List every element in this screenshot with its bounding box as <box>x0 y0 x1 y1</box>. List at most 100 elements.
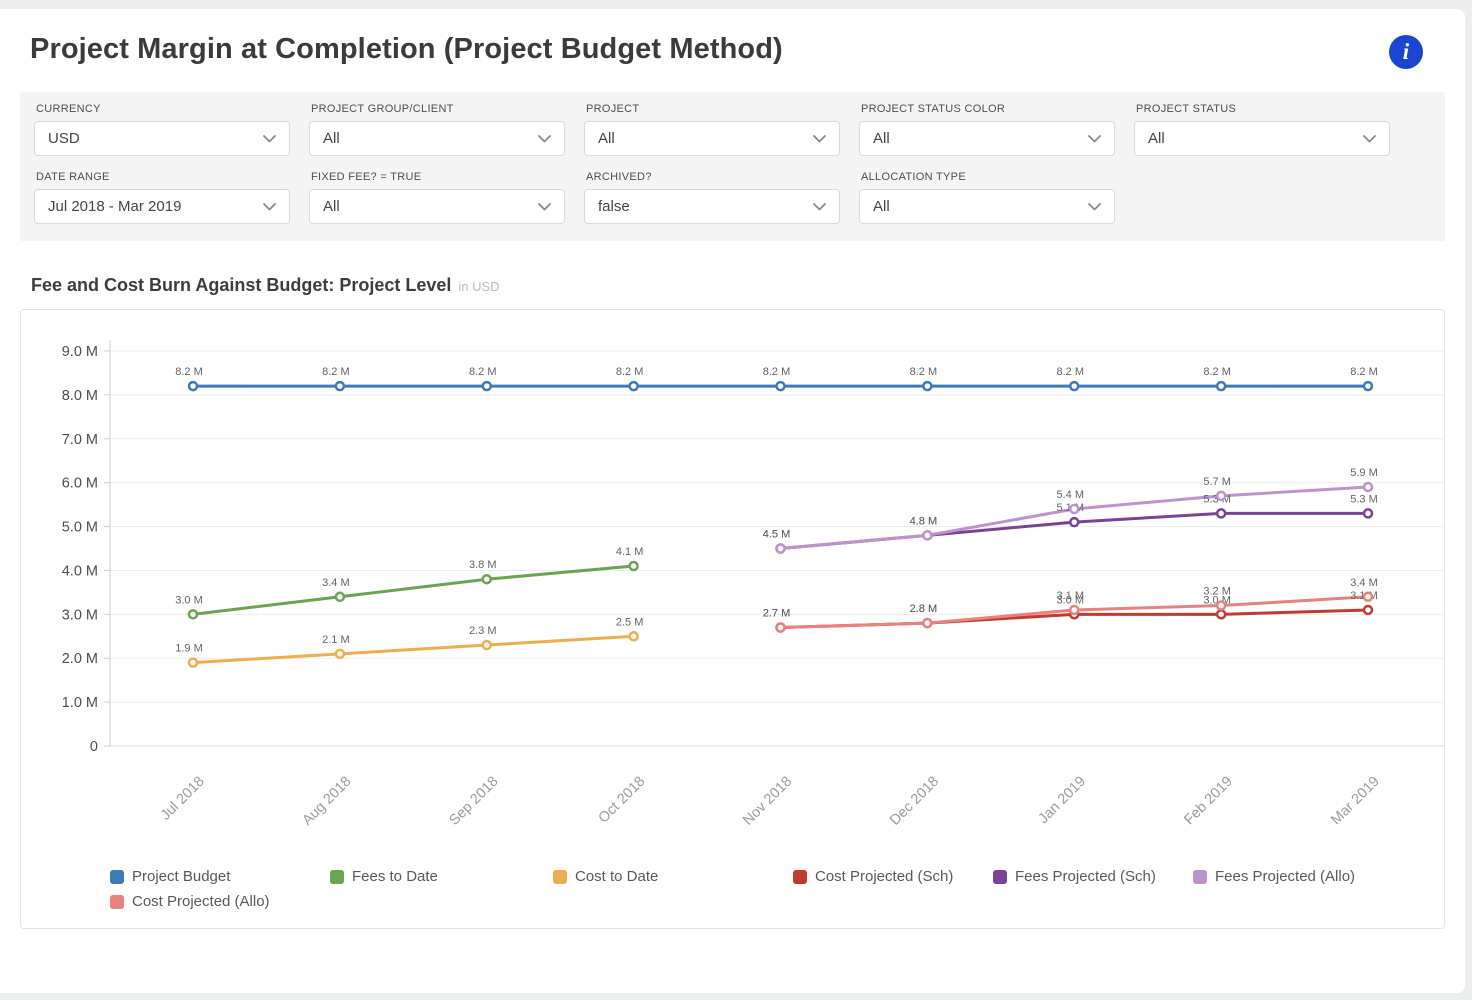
data-point[interactable] <box>334 591 346 603</box>
legend-item-project-budget[interactable]: Project Budget <box>110 868 330 885</box>
data-point[interactable] <box>922 380 933 392</box>
chevron-down-icon <box>813 134 826 142</box>
series-line <box>191 564 636 616</box>
svg-text:4.5 M: 4.5 M <box>763 529 791 541</box>
header: Project Margin at Completion (Project Bu… <box>0 9 1465 69</box>
data-point[interactable] <box>1362 380 1374 392</box>
info-icon[interactable]: i <box>1389 35 1423 69</box>
info-glyph: i <box>1402 38 1410 64</box>
project-select[interactable]: All <box>584 121 840 156</box>
data-point[interactable] <box>1069 516 1080 528</box>
filter-label: ARCHIVED? <box>586 171 652 183</box>
data-point[interactable] <box>1069 604 1080 616</box>
svg-text:8.2 M: 8.2 M <box>322 366 350 378</box>
filter-panel: CURRENCY USD PROJECT GROUP/CLIENT All PR… <box>20 92 1445 241</box>
svg-text:3.0 M: 3.0 M <box>175 594 203 606</box>
data-point[interactable] <box>481 380 492 392</box>
data-point[interactable] <box>1362 604 1374 616</box>
x-axis-label: Aug 2018 <box>299 774 354 829</box>
svg-text:3.1 M: 3.1 M <box>1056 590 1084 602</box>
chevron-down-icon <box>1088 202 1101 210</box>
svg-text:4.8 M: 4.8 M <box>910 515 938 527</box>
svg-text:4.5 M: 4.5 M <box>763 529 791 541</box>
data-point[interactable] <box>1362 591 1374 603</box>
data-point[interactable] <box>334 648 346 660</box>
chevron-down-icon <box>263 202 276 210</box>
chart-canvas[interactable]: 0 1.0 M 2.0 M 3.0 M 4.0 M 5.0 M 6.0 M 7.0 M 8.0 … <box>21 310 1451 842</box>
svg-text:7.0 M: 7.0 M <box>62 432 98 448</box>
select-value: false <box>598 198 630 215</box>
svg-text:5.4 M: 5.4 M <box>1056 489 1084 501</box>
svg-text:5.0 M: 5.0 M <box>62 520 98 536</box>
currency-select[interactable]: USD <box>34 121 290 156</box>
fixed-fee-select[interactable]: All <box>309 189 565 224</box>
data-point[interactable] <box>1215 380 1227 392</box>
data-point[interactable] <box>775 622 786 633</box>
x-axis-label: Sep 2018 <box>446 774 501 829</box>
data-point[interactable] <box>1362 508 1374 519</box>
data-point[interactable] <box>1362 481 1374 493</box>
data-point[interactable] <box>334 380 346 392</box>
data-point[interactable] <box>187 657 199 668</box>
project-status-color-select[interactable]: All <box>859 121 1115 156</box>
legend-swatch <box>993 869 1007 884</box>
project-status-select[interactable]: All <box>1134 121 1390 156</box>
date-range-select[interactable]: Jul 2018 - Mar 2019 <box>34 189 290 224</box>
data-point[interactable] <box>775 380 786 392</box>
data-point[interactable] <box>628 560 639 572</box>
svg-text:6.0 M: 6.0 M <box>62 476 98 492</box>
data-point[interactable] <box>1215 508 1227 519</box>
data-point[interactable] <box>1215 600 1227 611</box>
legend-label: Fees to Date <box>352 868 438 885</box>
legend-item-cost-projected-allo[interactable]: Cost Projected (Allo) <box>110 893 330 910</box>
archived-select[interactable]: false <box>584 189 840 224</box>
svg-text:0: 0 <box>90 739 98 755</box>
svg-text:2.8 M: 2.8 M <box>910 603 938 615</box>
legend-item-cost-to-date[interactable]: Cost to Date <box>553 868 793 885</box>
data-point[interactable] <box>1069 380 1080 392</box>
data-point[interactable] <box>1215 609 1227 620</box>
data-point[interactable] <box>922 617 933 629</box>
svg-text:3.4 M: 3.4 M <box>1350 577 1378 589</box>
project-group-select[interactable]: All <box>309 121 565 156</box>
chevron-down-icon <box>813 202 826 210</box>
data-point[interactable] <box>922 530 933 541</box>
legend-swatch <box>110 894 124 909</box>
data-point[interactable] <box>187 380 199 392</box>
svg-text:5.7 M: 5.7 M <box>1203 476 1231 488</box>
data-point[interactable] <box>481 639 492 651</box>
filter-label: CURRENCY <box>36 103 101 115</box>
data-point[interactable] <box>1215 490 1227 502</box>
svg-text:4.8 M: 4.8 M <box>910 515 938 527</box>
legend-item-fees-projected-allo[interactable]: Fees Projected (Allo) <box>1193 868 1444 885</box>
legend-item-fees-projected-sch[interactable]: Fees Projected (Sch) <box>993 868 1193 885</box>
data-point[interactable] <box>1069 503 1080 515</box>
svg-text:2.1 M: 2.1 M <box>322 634 350 646</box>
chart-container: 0 1.0 M 2.0 M 3.0 M 4.0 M 5.0 M 6.0 M 7.0 M 8.0 … <box>20 309 1445 929</box>
svg-text:2.7 M: 2.7 M <box>763 608 791 620</box>
data-point[interactable] <box>187 609 199 620</box>
data-point[interactable] <box>481 573 492 585</box>
legend-item-fees-to-date[interactable]: Fees to Date <box>330 868 553 885</box>
series-line <box>191 634 636 665</box>
chart-unit-label: in USD <box>458 279 500 294</box>
svg-text:8.2 M: 8.2 M <box>175 366 203 378</box>
filter-date-range: DATE RANGE Jul 2018 - Mar 2019 <box>34 171 290 224</box>
filter-label: DATE RANGE <box>36 171 110 183</box>
svg-text:3.4 M: 3.4 M <box>322 577 350 589</box>
filter-allocation-type: ALLOCATION TYPE All <box>859 171 1115 224</box>
allocation-type-select[interactable]: All <box>859 189 1115 224</box>
x-axis-label: Dec 2018 <box>887 774 942 829</box>
data-point[interactable] <box>628 631 639 642</box>
svg-text:4.0 M: 4.0 M <box>62 563 98 579</box>
svg-text:1.0 M: 1.0 M <box>62 695 98 711</box>
legend-label: Cost Projected (Sch) <box>815 868 954 885</box>
legend-item-cost-projected-sch[interactable]: Cost Projected (Sch) <box>793 868 993 885</box>
svg-text:8.2 M: 8.2 M <box>763 366 791 378</box>
filter-project-status: PROJECT STATUS All <box>1134 103 1390 156</box>
svg-text:8.2 M: 8.2 M <box>616 366 644 378</box>
data-point[interactable] <box>775 543 786 554</box>
filter-project-status-color: PROJECT STATUS COLOR All <box>859 103 1115 156</box>
select-value: All <box>873 198 890 215</box>
data-point[interactable] <box>628 380 639 392</box>
